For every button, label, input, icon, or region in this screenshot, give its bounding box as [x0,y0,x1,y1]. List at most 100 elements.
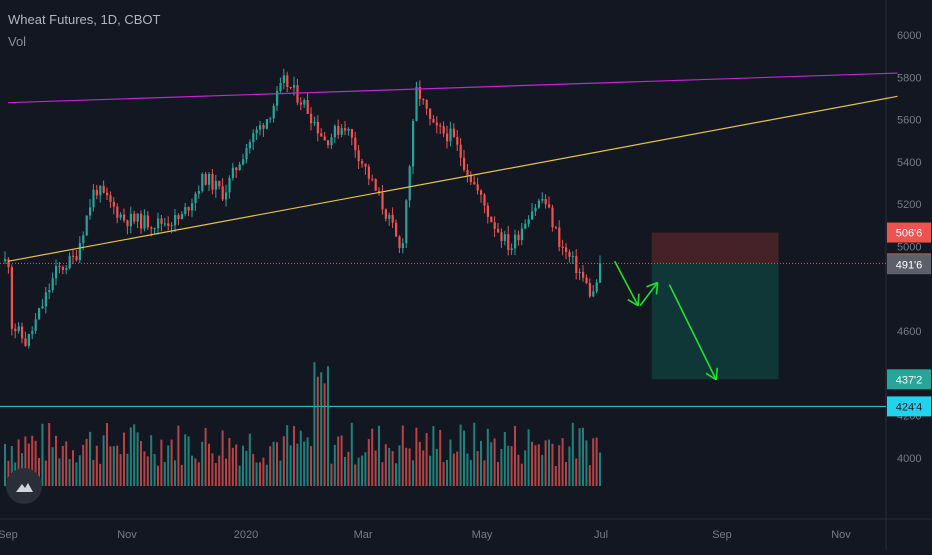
volume-bar [99,463,102,486]
volume-bar [466,453,469,486]
volume-bar [225,458,227,486]
candle-body [330,137,333,146]
candle-body [65,268,68,270]
candle-body [170,225,173,227]
volume-bar [184,434,187,486]
volume-bar [282,436,285,486]
candle-body [333,125,336,138]
candle-body [384,209,387,219]
tradingview-logo[interactable] [6,468,42,504]
volume-bar [544,440,547,486]
volume-bar [82,444,85,486]
volume-bar [140,441,142,486]
volume-bar [524,450,527,486]
volume-bar [469,460,472,486]
volume-bar [102,435,105,486]
volume-bar [340,435,343,486]
volume-bar [95,445,98,486]
volume-bar [289,445,292,486]
volume-bar [51,447,54,486]
volume-bar [381,462,384,486]
volume-bar [34,440,37,486]
candle-body [204,173,207,185]
volume-bar [344,456,346,486]
volume-bar [371,428,374,486]
candle-body [78,243,81,261]
volume-bar [418,441,421,486]
volume-bar [323,383,326,486]
candle-body [449,128,452,142]
candle-body [371,178,374,180]
candle-body [259,125,262,130]
candle-body [316,121,319,134]
volume-bar [446,459,448,486]
candle-body [10,267,13,329]
candle-body [262,125,265,129]
volume-bar [61,445,64,486]
volume-bar [174,460,176,486]
candle-body [548,204,551,208]
volume-bar [126,453,129,486]
volume-bar [503,432,506,486]
volume-bar [245,450,248,486]
volume-bar [65,441,68,486]
volume-bar [72,450,74,486]
volume-bar [551,443,554,486]
volume-bar [89,431,91,486]
candle-body [592,291,595,297]
volume-bar [167,445,170,486]
volume-bar [435,448,438,486]
volume-bar [116,445,119,486]
volume-bar [204,428,207,486]
candle-body [575,256,578,274]
candle-body [514,234,517,249]
candle-body [255,129,258,134]
candle-body [24,338,27,346]
candle-body [31,330,34,335]
volume-bar [228,437,231,486]
candle-body [435,122,438,126]
candle-body [439,125,442,127]
candle-body [123,214,126,221]
volume-bar [221,430,224,486]
volume-bar [405,447,408,486]
symbol-title: Wheat Futures, 1D, CBOT [8,12,161,27]
candle-body [208,174,211,185]
volume-bar [486,428,489,486]
volume-bar [442,462,445,486]
volume-bar [391,451,394,486]
candle-body [327,140,330,146]
volume-bar [463,430,465,486]
candle-body [344,128,347,131]
volume-bar [177,425,180,486]
candle-body [221,186,224,200]
volume-bar [432,426,435,486]
candle-body [180,214,183,219]
volume-bar [75,462,78,486]
volume-bar [378,425,380,486]
volume-bar [208,443,210,486]
volume-bar [310,446,312,486]
candle-body [551,207,554,228]
volume-bar [490,442,493,486]
y-tick-label: 6000 [897,30,921,42]
candle-body [167,223,170,226]
arrow-head [637,293,640,306]
candle-body [58,266,61,268]
volume-bar [7,460,10,486]
volume-bar [242,445,244,486]
volume-bar [575,458,578,486]
candle-body [452,128,455,138]
candle-body [293,85,296,88]
candle-body [184,207,187,215]
volume-bar [395,463,397,486]
volume-bar [558,445,561,486]
price-label-text: 437'2 [896,374,923,386]
price-label-text: 506'6 [896,228,923,240]
candle-body [303,99,306,105]
volume-bar [517,454,520,486]
volume-bar [456,451,459,486]
volume-bar [571,422,574,486]
